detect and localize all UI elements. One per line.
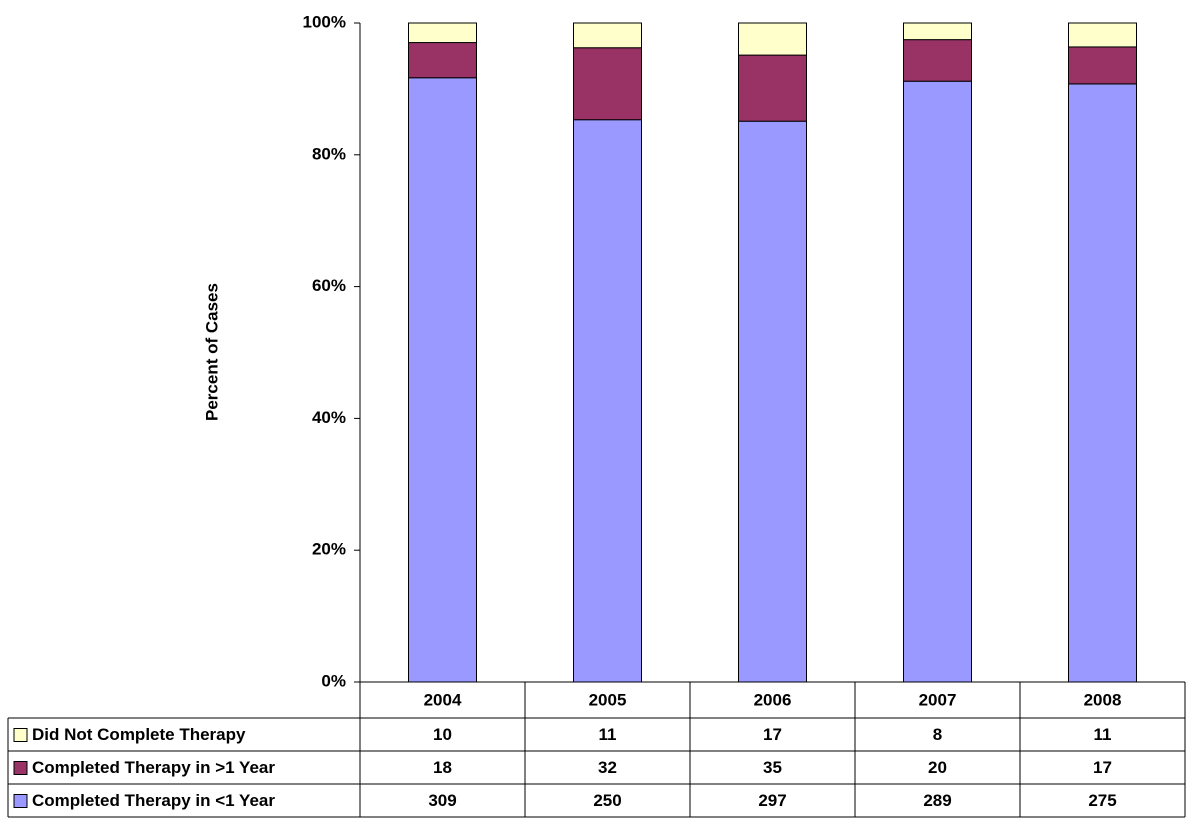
bar-segment [573,119,642,683]
table-value: 11 [599,725,617,744]
table-value: 8 [933,725,942,744]
table-value: 20 [928,758,947,777]
bar-segment [408,22,477,44]
x-tick-label: 2004 [424,690,462,709]
bar-segment [1068,83,1137,683]
bar-segment [408,77,477,683]
bar-segment [738,22,807,56]
legend-label: Did Not Complete Therapy [32,725,246,744]
table-value: 10 [433,725,452,744]
y-tick-label: 0% [321,671,346,690]
bar-segment [573,22,642,49]
bar-segment [903,39,972,82]
bar-segment [738,120,807,683]
legend-label: Completed Therapy in >1 Year [32,758,275,777]
legend-label: Completed Therapy in <1 Year [32,791,275,810]
bar-segment [903,22,972,41]
bar-segment [573,47,642,121]
table-value: 289 [923,791,951,810]
x-tick-label: 2006 [754,690,792,709]
table-value: 35 [763,758,782,777]
table-value: 18 [433,758,452,777]
y-axis-label: Percent of Cases [202,283,221,421]
table-value: 275 [1088,791,1116,810]
y-tick-label: 80% [312,144,346,163]
x-tick-label: 2005 [589,690,627,709]
y-tick-label: 40% [312,408,346,427]
y-tick-label: 20% [312,540,346,559]
table-value: 17 [1093,758,1112,777]
bar-segment [1068,46,1137,85]
table-value: 32 [598,758,617,777]
table-value: 250 [593,791,621,810]
x-tick-label: 2008 [1084,690,1122,709]
table-value: 11 [1094,725,1112,744]
legend-swatch [13,761,28,775]
bar-segment [738,54,807,122]
bar-segment [408,42,477,79]
y-tick-label: 60% [312,276,346,295]
legend-swatch [13,794,28,808]
table-value: 297 [758,791,786,810]
y-tick-label: 100% [303,12,346,31]
bar-segment [1068,22,1137,48]
bar-segment [903,80,972,683]
legend-swatch [13,728,28,742]
table-value: 17 [763,725,782,744]
table-value: 309 [428,791,456,810]
x-tick-label: 2007 [919,690,957,709]
